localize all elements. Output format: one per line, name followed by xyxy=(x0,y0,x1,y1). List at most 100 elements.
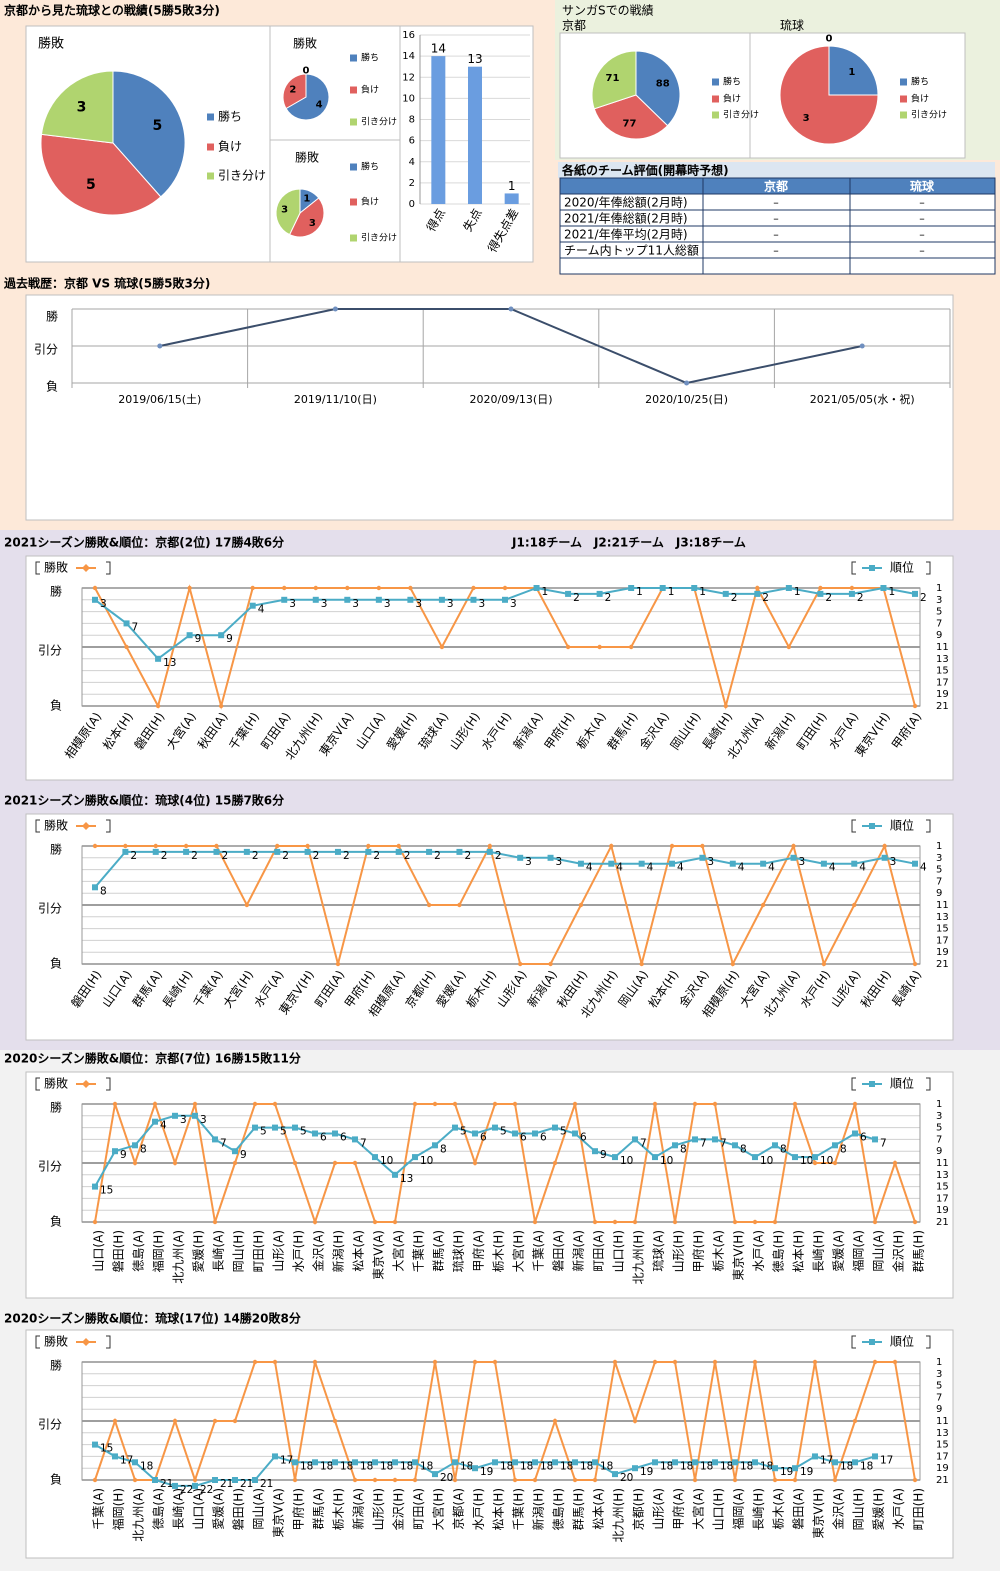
data-label: 18 xyxy=(560,1460,573,1472)
marker xyxy=(880,585,887,591)
marker xyxy=(249,602,256,609)
legend-label: 負け xyxy=(218,140,242,154)
data-label: 77 xyxy=(623,118,637,129)
legend-label: 勝敗 xyxy=(44,1076,68,1091)
legend-label: 勝ち xyxy=(723,76,741,88)
data-label: 18 xyxy=(660,1460,673,1472)
data-label: 4 xyxy=(160,1120,167,1132)
x-tick-label: 東京V(A) xyxy=(272,1488,286,1538)
x-tick-label: 水戸(H) xyxy=(472,1488,486,1530)
legend-swatch xyxy=(350,54,357,62)
marker xyxy=(652,1359,658,1365)
marker xyxy=(132,1142,138,1149)
marker xyxy=(882,843,887,849)
marker xyxy=(912,590,918,597)
legend-label: 勝敗 xyxy=(44,1334,68,1349)
x-tick-label: 東京V(H) xyxy=(732,1230,746,1281)
series-line xyxy=(94,850,916,888)
marker xyxy=(426,848,433,855)
marker xyxy=(669,843,675,849)
marker xyxy=(772,1142,778,1149)
x-tick-label: 群馬(A) xyxy=(432,1230,446,1272)
data-label: 3 xyxy=(321,598,328,610)
data-label: 10 xyxy=(820,1155,833,1167)
marker xyxy=(832,1160,838,1166)
marker xyxy=(700,843,705,849)
data-label: 1 xyxy=(699,586,706,598)
marker xyxy=(592,1459,598,1466)
marker xyxy=(365,848,372,855)
marker xyxy=(332,1459,338,1466)
series-line xyxy=(95,843,916,967)
marker xyxy=(596,590,603,597)
data-label: 19 xyxy=(480,1466,493,1478)
x-tick-label: 徳島(H) xyxy=(771,1230,786,1272)
x-tick-label: 水戸(A) xyxy=(892,1488,906,1530)
data-label: 2 xyxy=(289,84,296,95)
marker xyxy=(692,1459,698,1466)
marker xyxy=(472,1465,478,1472)
x-tick-label: 岡山(H) xyxy=(852,1488,866,1530)
marker xyxy=(754,590,761,597)
data-label: 9 xyxy=(240,1149,247,1161)
marker xyxy=(712,1359,718,1365)
marker xyxy=(352,1160,358,1166)
marker xyxy=(244,902,250,908)
legend-label: 順位 xyxy=(890,818,914,833)
data-label: 22 xyxy=(200,1484,213,1496)
y-tick-label: 引分 xyxy=(38,1160,62,1174)
marker xyxy=(186,632,193,639)
x-tick-label: 金沢(A) xyxy=(311,1230,326,1272)
legend-swatch xyxy=(350,118,357,126)
data-label: 19 xyxy=(780,1466,793,1478)
marker xyxy=(578,902,584,908)
marker xyxy=(192,1112,198,1119)
marker xyxy=(112,1418,118,1424)
data-label: 1 xyxy=(508,179,516,193)
y2-tick-label: 1 xyxy=(936,841,942,852)
data-label: 5 xyxy=(300,1126,307,1138)
legend-bracket xyxy=(35,819,40,833)
marker xyxy=(122,848,129,855)
y2-tick-label: 9 xyxy=(936,1404,942,1415)
marker xyxy=(712,1136,718,1143)
marker xyxy=(352,1477,358,1483)
marker xyxy=(392,1459,398,1466)
marker xyxy=(732,1142,738,1149)
x-tick-label: 2019/11/10(日) xyxy=(294,393,377,406)
series-line xyxy=(94,1114,876,1188)
y2-tick-label: 19 xyxy=(936,689,949,700)
marker xyxy=(472,1130,478,1137)
y2-tick-label: 17 xyxy=(936,1193,949,1204)
marker xyxy=(272,1359,278,1365)
y2-tick-label: 13 xyxy=(936,1170,949,1181)
x-tick-label: 徳島(A) xyxy=(131,1230,146,1272)
marker xyxy=(492,1459,498,1466)
marker xyxy=(517,961,523,967)
marker xyxy=(632,1418,638,1424)
marker xyxy=(212,1418,218,1424)
marker xyxy=(432,1471,438,1478)
marker xyxy=(772,1219,778,1225)
panel xyxy=(25,1071,954,1299)
y-tick-label: 引分 xyxy=(38,902,62,916)
legend-label: 順位 xyxy=(890,1076,914,1091)
marker xyxy=(470,596,477,603)
legend-label: 引き分け xyxy=(723,110,759,121)
data-label: 8 xyxy=(680,1143,687,1155)
legend-label: 負け xyxy=(723,93,741,105)
marker xyxy=(502,585,508,591)
legend-bracket xyxy=(106,561,111,575)
marker xyxy=(492,1101,498,1107)
marker xyxy=(592,1148,598,1155)
marker xyxy=(457,902,462,908)
data-label: 4 xyxy=(258,604,265,616)
marker xyxy=(396,843,401,849)
data-label: 21 xyxy=(220,1478,233,1490)
marker xyxy=(502,596,508,603)
marker xyxy=(652,1101,658,1107)
y-tick-label: 負 xyxy=(50,1473,62,1487)
data-label: 7 xyxy=(132,621,139,633)
marker xyxy=(132,1477,138,1483)
data-label: 3 xyxy=(799,856,806,868)
